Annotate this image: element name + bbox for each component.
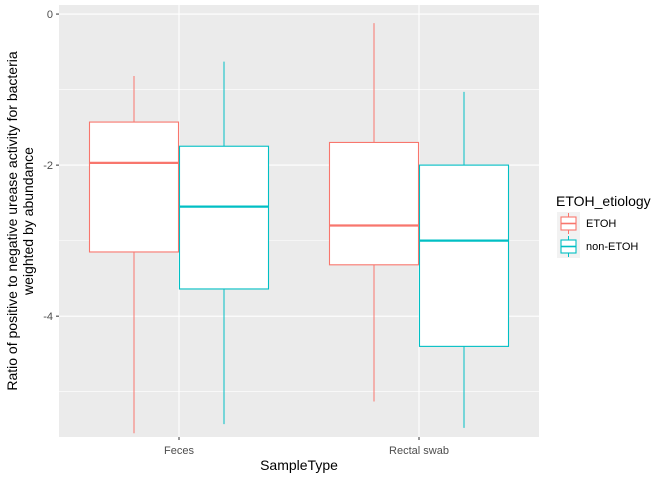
y-tick-label: -4: [43, 311, 53, 323]
legend-label: non-ETOH: [586, 241, 638, 253]
box-ETOH-Feces: [88, 75, 180, 434]
x-tick-label: Rectal swab: [389, 445, 449, 457]
y-tick-label: 0: [47, 9, 53, 21]
y-axis-title-line-1: Ratio of positive to negative urease act…: [4, 51, 20, 391]
box-non-ETOH-Feces: [178, 61, 270, 425]
legend-label: ETOH: [586, 218, 616, 230]
y-axis-title: Ratio of positive to negative urease act…: [4, 51, 36, 391]
box-iqr: [418, 164, 510, 347]
legend-keys: ETOH non-ETOH: [557, 212, 638, 258]
box-non-ETOH-Rectal swab: [418, 91, 510, 428]
legend-key-ETOH: ETOH: [557, 212, 616, 235]
box-iqr: [88, 121, 180, 253]
box-ETOH-Rectal swab: [328, 23, 420, 402]
y-axis: 0 -2 -4: [43, 9, 59, 323]
legend: ETOH_etiology ETOH non-ETOH: [556, 193, 651, 258]
x-axis: Feces Rectal swab: [164, 437, 449, 457]
box-iqr: [328, 141, 420, 266]
y-tick-label: -2: [43, 160, 53, 172]
box-iqr: [178, 145, 270, 290]
y-axis-title-line-2: weighted by abundance: [20, 147, 36, 296]
x-tick-label: Feces: [164, 445, 194, 457]
x-axis-title: SampleType: [260, 457, 338, 473]
legend-title: ETOH_etiology: [556, 193, 651, 209]
legend-key-non-ETOH: non-ETOH: [557, 235, 638, 258]
boxes: [88, 23, 510, 434]
